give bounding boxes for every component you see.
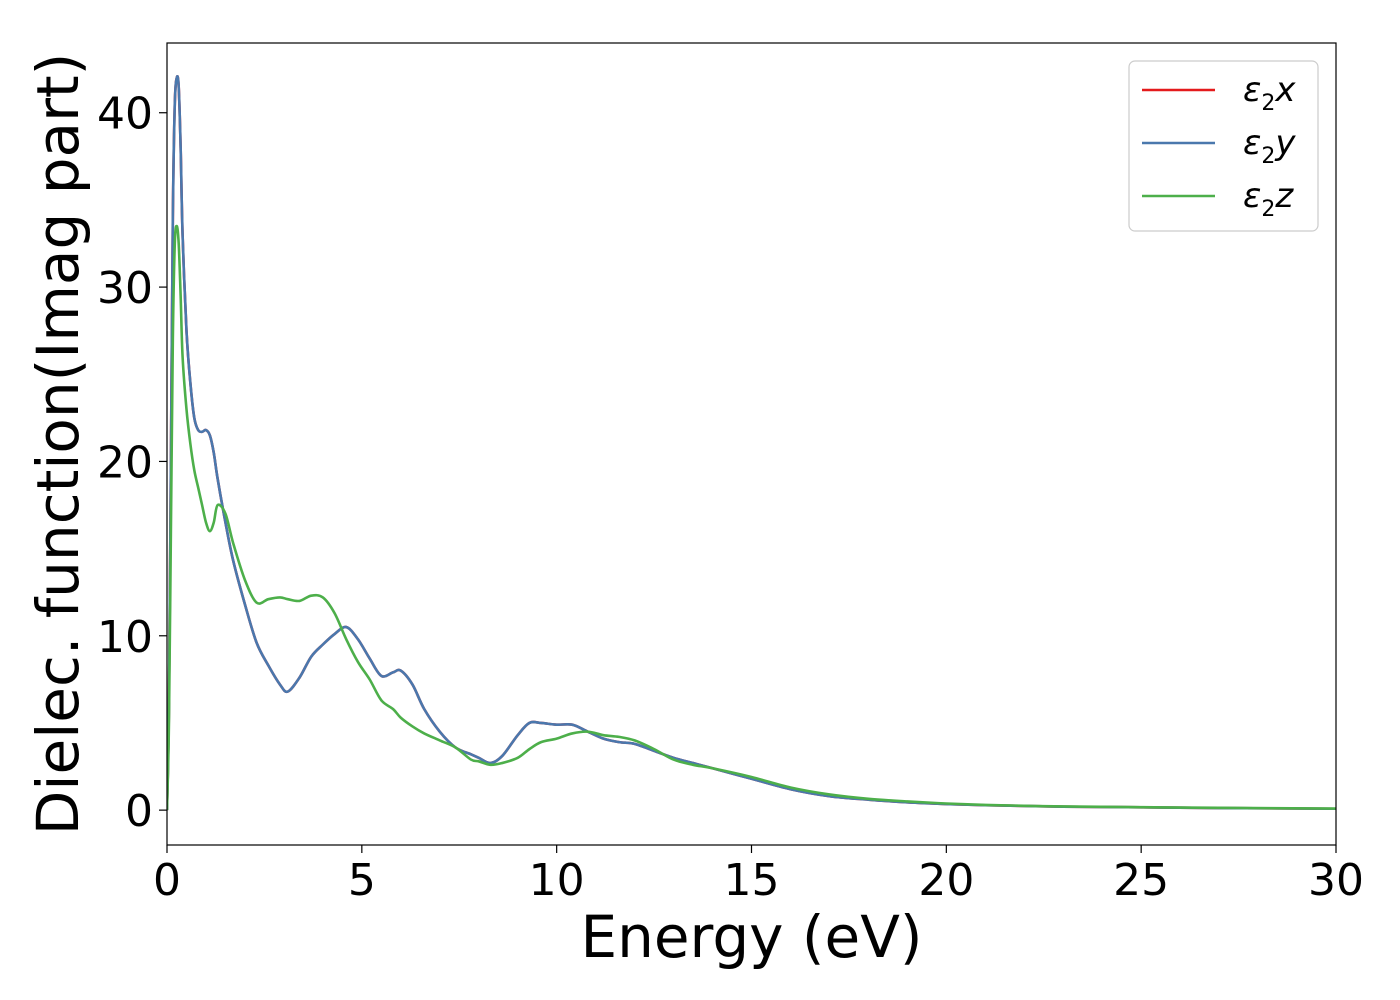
x-tick-label: 25 [1113, 855, 1169, 906]
series-line-z [167, 224, 1336, 811]
x-tick-label: 0 [153, 855, 181, 906]
legend-box [1128, 60, 1319, 232]
x-tick-label: 5 [348, 855, 376, 906]
series-line-y [167, 74, 1336, 811]
legend-label-y: ε2y [1243, 123, 1296, 169]
x-axis-title: Energy (eV) [580, 903, 922, 971]
legend-label-x: ε2x [1243, 70, 1296, 116]
y-axis-title: Dielec. function(Imag part) [24, 53, 92, 836]
y-tick-label: 10 [97, 612, 153, 663]
x-tick-label: 15 [724, 855, 780, 906]
y-tick-label: 20 [97, 437, 153, 488]
legend: ε2x ε2y ε2z [1128, 60, 1319, 232]
y-tick-label: 30 [97, 263, 153, 314]
y-tick-label: 0 [125, 786, 153, 837]
legend-label-z: ε2z [1243, 176, 1294, 222]
x-tick-label: 20 [918, 855, 974, 906]
x-tick-label: 10 [529, 855, 585, 906]
x-tick-label: 30 [1308, 855, 1364, 906]
y-tick-label: 40 [97, 89, 153, 140]
